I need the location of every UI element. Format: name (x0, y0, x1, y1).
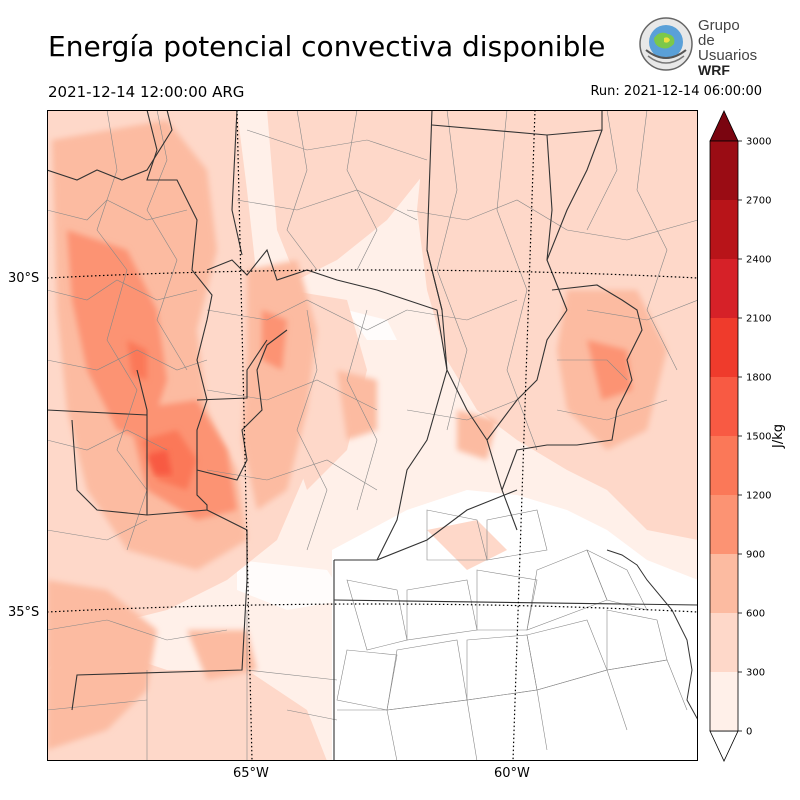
coastline (606, 549, 698, 721)
province-boundaries (47, 110, 698, 761)
colorbar-band (710, 200, 738, 259)
colorbar-band (710, 318, 738, 377)
colorbar: 0 300 600 900 1200 1500 1800 2100 2400 2700 3000 J/… (708, 108, 792, 768)
colorbar-tick-label: 2700 (746, 196, 771, 207)
logo-text: Grupo de Usuarios WRF (698, 17, 758, 78)
lon-label-60W: 60°W (494, 766, 530, 781)
colorbar-band (710, 259, 738, 318)
graticule-65W (236, 110, 253, 761)
colorbar-tick-label: 2100 (746, 314, 771, 325)
colorbar-band (710, 436, 738, 495)
graticule (47, 110, 698, 761)
valid-time: 2021-12-14 12:00:00 ARG (48, 83, 245, 101)
lat-label-35S: 35°S (8, 605, 40, 620)
lat-label-30S: 30°S (8, 271, 40, 286)
graticule-35S (47, 603, 698, 613)
cape-band-1500 (147, 450, 172, 475)
lon-label-65W: 65°W (233, 766, 269, 781)
colorbar-tick-label: 3000 (746, 137, 771, 148)
colorbar-band (710, 495, 738, 554)
wrf-logo: Grupo de Usuarios WRF (638, 16, 758, 78)
cape-zero-region (332, 490, 698, 761)
globe-icon (639, 17, 693, 71)
colorbar-tick-label: 900 (746, 550, 765, 561)
run-time: Run: 2021-12-14 06:00:00 (590, 84, 762, 99)
colorbar-band (710, 613, 738, 672)
page-title: Energía potencial convectiva disponible (48, 30, 606, 63)
colorbar-tick-label: 1800 (746, 373, 771, 384)
colorbar-tick-label: 0 (746, 727, 752, 738)
colorbar-tick-label: 300 (746, 668, 765, 679)
colorbar-canvas: 0 300 600 900 1200 1500 1800 2100 2400 2700 3000 J/… (709, 110, 786, 762)
graticule-60W (512, 110, 536, 761)
colorbar-tick-label: 2400 (746, 255, 771, 266)
colorbar-band (710, 672, 738, 731)
map-frame (47, 110, 698, 761)
colorbar-tick-label: 600 (746, 609, 765, 620)
cape-map (47, 110, 698, 761)
map-canvas (47, 110, 698, 761)
graticule-30S (47, 269, 698, 279)
colorbar-unit-label: J/kg (771, 424, 786, 449)
colorbar-extend-min (709, 730, 739, 762)
colorbar-band (710, 377, 738, 436)
colorbar-band (710, 141, 738, 200)
colorbar-band (710, 554, 738, 613)
colorbar-tick-label: 1500 (746, 432, 771, 443)
colorbar-tick-label: 1200 (746, 491, 771, 502)
colorbar-extend-max (709, 110, 739, 142)
